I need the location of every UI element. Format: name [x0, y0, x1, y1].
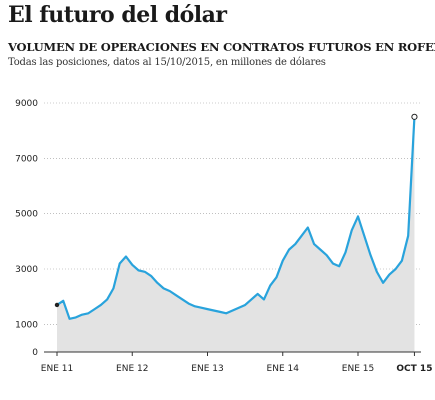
x-tick-label: ENE 14 — [267, 364, 300, 374]
data-point — [307, 226, 309, 229]
data-point — [137, 269, 140, 271]
data-point — [100, 304, 102, 306]
data-point — [225, 312, 227, 314]
data-point — [156, 282, 158, 284]
data-point — [282, 260, 284, 262]
y-tick-label: 3000 — [15, 265, 38, 275]
end-marker — [411, 113, 418, 120]
data-point — [407, 235, 409, 237]
data-point — [401, 260, 403, 262]
data-point — [181, 298, 184, 301]
data-point — [150, 275, 152, 277]
data-point — [219, 311, 221, 313]
data-point — [319, 249, 321, 251]
data-point — [363, 235, 365, 237]
data-point — [388, 273, 390, 276]
chart-subtitle: VOLUMEN DE OPERACIONES EN CONTRATOS FUTU… — [8, 40, 435, 54]
data-point — [119, 262, 121, 265]
data-point — [288, 249, 290, 251]
y-tick-label: 7000 — [15, 154, 38, 164]
data-point — [369, 254, 372, 256]
data-point — [213, 309, 215, 312]
x-tick-label: ENE 12 — [116, 364, 148, 374]
data-point — [338, 265, 340, 267]
y-tick-label: 1000 — [15, 320, 38, 330]
data-point — [357, 215, 359, 218]
x-tick-label: ENE 13 — [191, 364, 223, 374]
start-marker — [54, 302, 60, 308]
data-point — [68, 318, 71, 320]
data-point — [231, 309, 234, 312]
chart-note: Todas las posiciones, datos al 15/10/201… — [8, 57, 326, 68]
data-points — [56, 116, 416, 320]
data-point — [300, 235, 303, 237]
data-point — [313, 243, 315, 245]
data-point — [144, 271, 146, 273]
x-tick-label: OCT 15 — [396, 364, 432, 374]
data-point — [106, 298, 108, 301]
data-point — [125, 255, 127, 258]
data-point — [294, 243, 296, 245]
data-point — [175, 294, 177, 296]
x-tick-label: ENE 11 — [41, 364, 73, 374]
data-point — [344, 251, 347, 253]
data-point — [169, 290, 171, 292]
series-line — [56, 116, 416, 320]
series-area — [57, 116, 415, 352]
data-point — [257, 293, 259, 295]
data-point — [87, 312, 89, 314]
data-point — [376, 271, 378, 273]
y-tick-label: 0 — [32, 348, 38, 358]
data-point — [206, 308, 209, 310]
data-point — [131, 264, 133, 266]
data-point — [326, 254, 328, 256]
data-point — [275, 276, 278, 278]
data-point — [395, 268, 397, 270]
data-point — [81, 314, 83, 316]
x-tick-label: ENE 15 — [342, 364, 374, 374]
y-tick-label: 5000 — [15, 210, 38, 220]
data-point — [238, 307, 240, 309]
data-point — [244, 304, 246, 306]
data-point — [62, 300, 64, 302]
chart-title: El futuro del dólar — [8, 2, 227, 28]
data-point — [250, 298, 252, 301]
data-point — [382, 282, 384, 284]
y-tick-label: 9000 — [15, 99, 38, 109]
data-point — [112, 287, 115, 289]
data-point — [188, 302, 190, 305]
data-point — [332, 262, 334, 265]
data-point — [194, 305, 196, 307]
data-point — [351, 229, 353, 231]
data-point — [269, 285, 271, 287]
data-point — [94, 308, 96, 310]
data-point — [200, 307, 202, 309]
data-point — [263, 298, 265, 301]
data-point — [75, 316, 77, 319]
data-point — [163, 287, 165, 289]
